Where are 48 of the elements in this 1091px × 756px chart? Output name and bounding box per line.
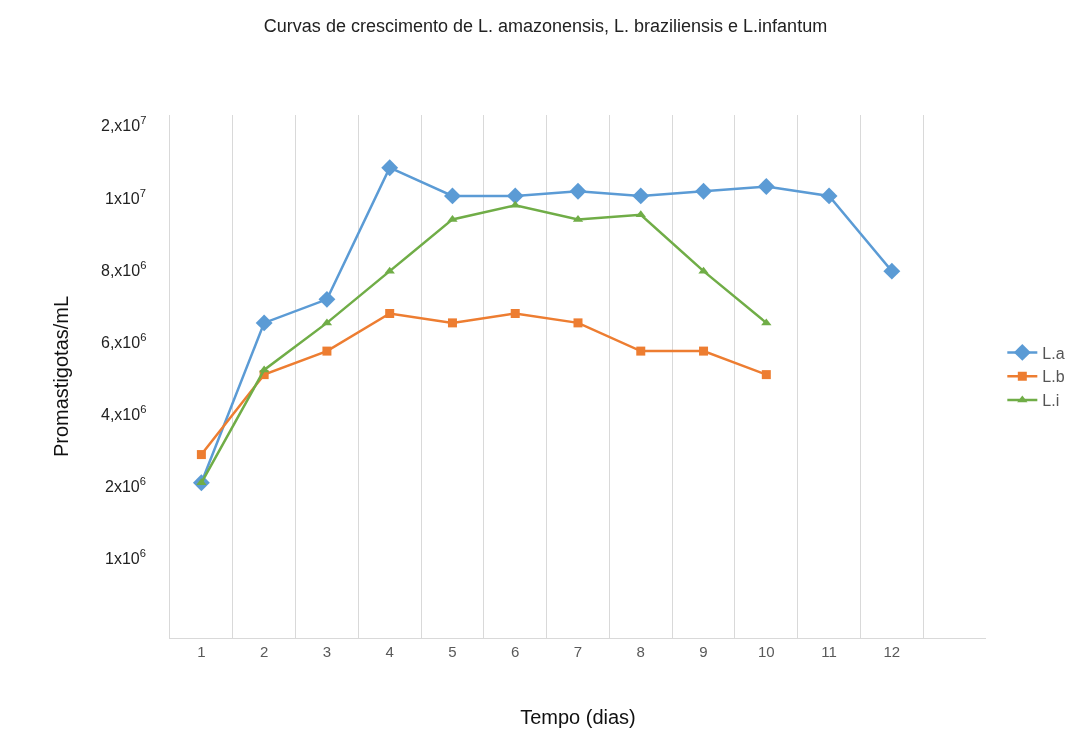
legend-label: L.i — [1042, 392, 1060, 410]
point — [761, 318, 772, 326]
point — [510, 200, 521, 208]
text: 2x10$^{6}$ — [105, 475, 146, 495]
x-tick-label: 10 — [757, 643, 775, 660]
point — [883, 262, 901, 280]
y-axis-title: Promastigotas/mL — [49, 295, 72, 458]
legend-label: L.a — [1042, 344, 1065, 362]
text: 1x10$^{6}$ — [105, 547, 146, 567]
point — [255, 314, 273, 332]
text: 1x10$^{7}$ — [105, 187, 146, 207]
point — [318, 290, 336, 308]
text: 8,x10$^{6}$ — [101, 259, 147, 279]
point — [444, 187, 461, 205]
x-tick-label: 3 — [322, 643, 332, 660]
point — [385, 308, 395, 318]
x-tick-label: 8 — [636, 643, 645, 660]
point — [381, 159, 399, 177]
x-tick-label: 4 — [385, 643, 394, 660]
x-tick-label: 2 — [259, 643, 269, 660]
x-tick-label: 5 — [448, 643, 457, 660]
x-tick-label: 12 — [883, 643, 901, 660]
point — [447, 214, 458, 222]
point — [322, 346, 332, 356]
point — [510, 308, 520, 318]
text: 6,x10$^{6}$ — [101, 331, 147, 351]
point — [820, 187, 838, 205]
x-tick-label: 9 — [699, 643, 708, 660]
chart-title: Curvas de crescimento de L. amazonensis, L. braziliensis e L.infantum — [263, 15, 828, 36]
point — [573, 318, 583, 328]
point — [506, 187, 524, 205]
point — [632, 187, 650, 205]
point — [636, 346, 646, 356]
point — [447, 318, 457, 328]
point — [569, 182, 587, 200]
x-tick-label: 11 — [821, 643, 837, 660]
point — [196, 450, 206, 460]
legend-label: L.b — [1042, 368, 1065, 386]
point — [761, 370, 771, 380]
point — [699, 346, 709, 356]
x-axis-title: Tempo (dias) — [520, 705, 636, 728]
x-tick-label: 6 — [511, 643, 520, 660]
text: 4,x10$^{6}$ — [101, 403, 147, 423]
point — [757, 178, 775, 195]
x-tick-label: 1 — [197, 643, 206, 660]
text: 2,x10$^{7}$ — [101, 114, 147, 134]
point — [695, 182, 712, 200]
x-tick-label: 7 — [573, 643, 583, 660]
